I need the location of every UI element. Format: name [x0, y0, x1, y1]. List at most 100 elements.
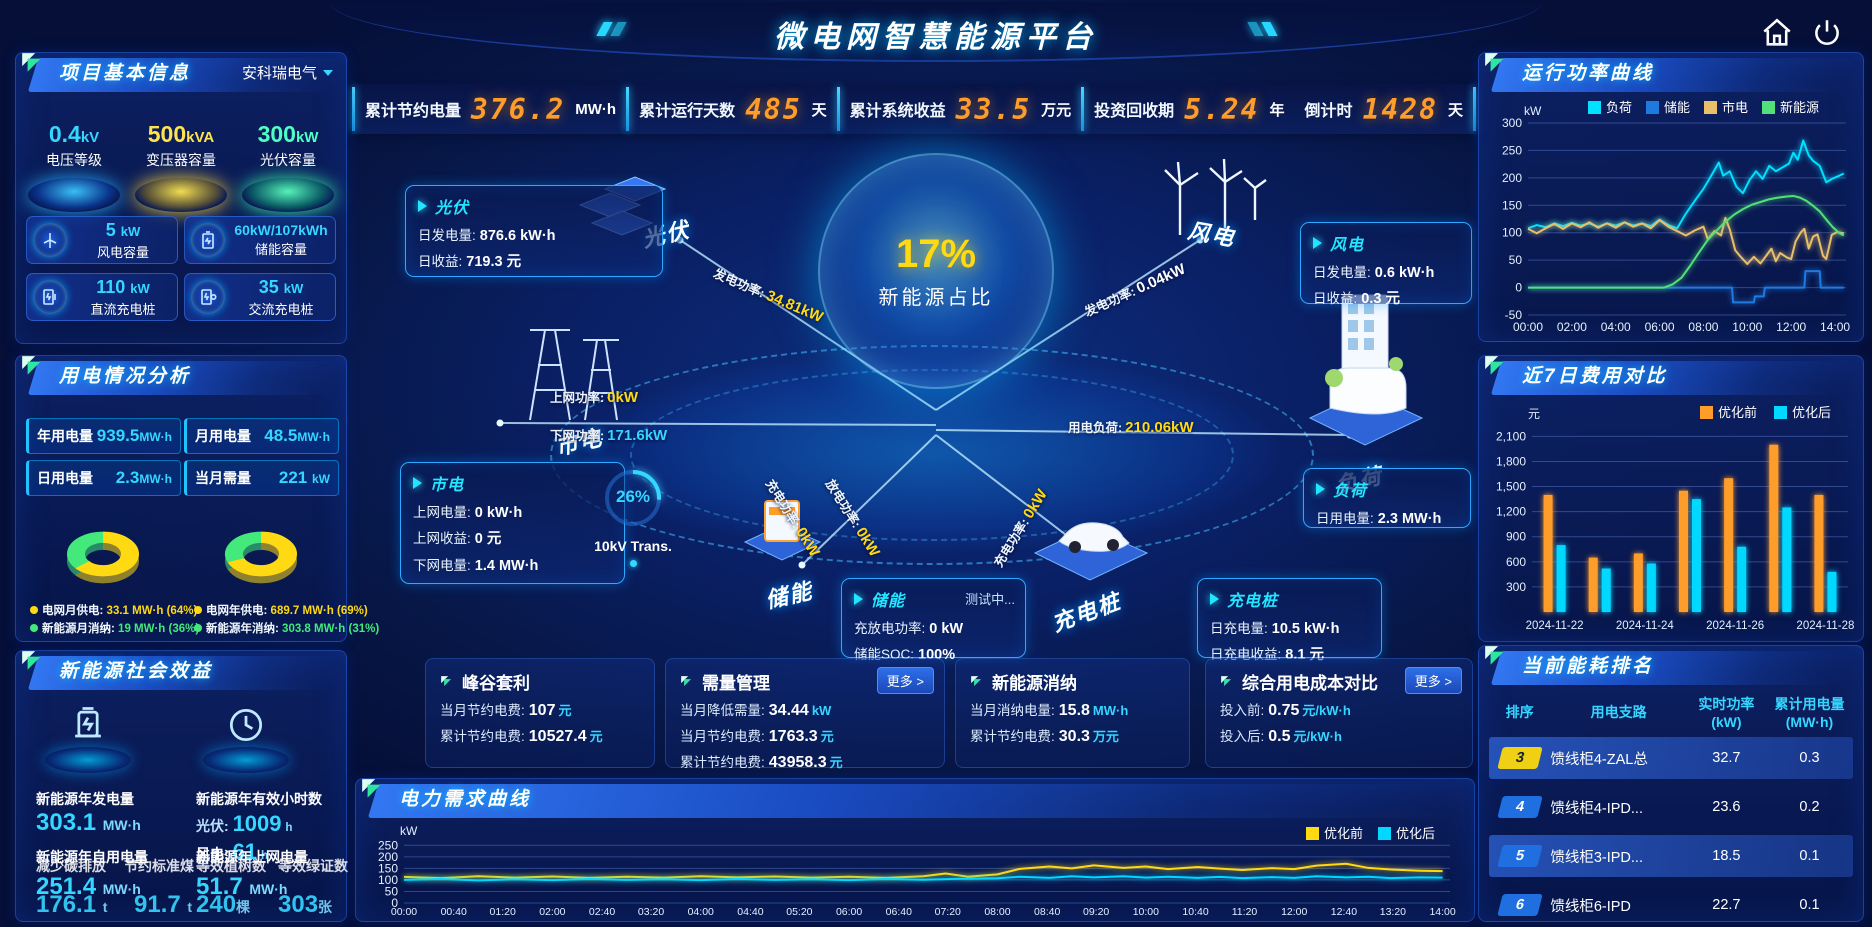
panel-corner-icon: [1485, 356, 1504, 375]
renewable-share-sphere: 17% 新能源占比: [818, 153, 1054, 389]
svg-text:10:40: 10:40: [1182, 906, 1208, 918]
kpi-saved-energy: 累计节约电量 376.2 MW·h: [364, 92, 617, 126]
load-node-icon: [1300, 280, 1430, 465]
svg-text:250: 250: [378, 838, 398, 852]
svg-text:300: 300: [1506, 580, 1526, 594]
svg-text:1,200: 1,200: [1496, 505, 1526, 519]
kpi-running-days: 累计运行天数 485 天: [639, 92, 827, 126]
benefit-generation-pod: [28, 697, 148, 773]
svg-text:0: 0: [391, 896, 398, 910]
battery-icon: [191, 223, 225, 257]
panel-project-info-header: 项目基本信息 安科瑞电气: [22, 53, 342, 92]
wind-node-icon: [1140, 140, 1270, 245]
power-icon[interactable]: [1810, 16, 1844, 50]
svg-text:新能源: 新能源: [1780, 100, 1819, 115]
svg-text:250: 250: [1502, 143, 1522, 157]
card-peak-valley-arbitrage: 峰谷套利 当月节约电费: 107 元 累计节约电费: 10527.4 元: [425, 658, 655, 768]
benefit-pv-hours: 光伏: 1009 h: [196, 811, 293, 836]
storage-node-icon: [735, 487, 830, 577]
svg-text:12:00: 12:00: [1776, 320, 1806, 334]
svg-text:14:00: 14:00: [1820, 320, 1850, 334]
ranking-row[interactable]: 4 馈线柜4-IPD... 23.6 0.2: [1489, 786, 1853, 828]
year-supply-donut: [225, 531, 297, 584]
card-wind-capacity: 5 kW 风电容量: [26, 216, 178, 264]
load-info-box: 负荷 日用电量: 2.3 MW·h: [1303, 468, 1471, 528]
benefit-co2-value: 176.1 t: [36, 891, 108, 918]
renewable-share-label: 新能源占比: [878, 287, 994, 309]
panel-cost-compare-header: 近7日费用对比: [1485, 356, 1857, 395]
benefit-trees-label: 等效植树数: [196, 858, 266, 874]
podium-transformer-capacity: 500kVA 变压器容量: [129, 121, 233, 212]
transformer-load-pct: 26%: [615, 487, 651, 506]
flow-grid-export: 上网功率: 0kW: [550, 389, 639, 406]
svg-text:10:00: 10:00: [1133, 906, 1159, 918]
month-supply-donut: [67, 531, 139, 584]
legend-grid-month: 电网月供电: 33.1 MW·h (64%): [30, 602, 197, 618]
svg-text:08:40: 08:40: [1034, 906, 1060, 918]
card-storage-capacity: 60kW/107kWh 储能容量: [184, 216, 336, 264]
svg-text:04:40: 04:40: [737, 906, 763, 918]
grid-info-box: 市电 上网电量: 0 kW·h 上网收益: 0 元 下网电量: 1.4 MW·h: [400, 462, 625, 584]
svg-text:储能: 储能: [1664, 100, 1690, 115]
ranking-row[interactable]: 6 馈线柜6-IPD 22.7 0.1: [1489, 884, 1853, 921]
svg-text:优化后: 优化后: [1792, 405, 1831, 420]
svg-text:14:00: 14:00: [1429, 906, 1455, 918]
podium-pv-capacity: 300kW 光伏容量: [236, 121, 340, 212]
card-demand-management: 需量管理 更多 > 当月降低需量: 34.44 kW 当月节约电费: 1763.3 元 …: [665, 658, 945, 771]
svg-text:05:20: 05:20: [786, 906, 812, 918]
svg-text:02:00: 02:00: [539, 906, 565, 918]
svg-text:-50: -50: [1505, 308, 1523, 322]
arrow-icon: [418, 200, 427, 212]
ranking-row[interactable]: 3 馈线柜4-ZAL总 32.7 0.3: [1489, 737, 1853, 779]
svg-text:04:00: 04:00: [688, 906, 714, 918]
benefit-togrid-label: 新能源年上网电量: [196, 849, 308, 865]
demand-more-button[interactable]: 更多 >: [876, 667, 934, 694]
benefit-selfuse-value: 251.4 MW·h: [36, 873, 141, 900]
carousel-dot[interactable]: [629, 560, 637, 567]
svg-text:06:00: 06:00: [1645, 320, 1675, 334]
company-selector-value: 安科瑞电气: [241, 65, 317, 82]
dc-charger-icon: [33, 280, 67, 314]
svg-text:100: 100: [1502, 226, 1522, 240]
card-cost-comparison: 综合用电成本对比 更多 > 投入前: 0.75 元/kW·h 投入后: 0.5 元/kW…: [1205, 658, 1473, 768]
kpi-countdown: 倒计时 1428 天: [1304, 92, 1464, 126]
flag-icon: [681, 675, 692, 686]
home-icon[interactable]: [1760, 16, 1794, 50]
panel-corner-icon: [362, 779, 381, 798]
flow-lines: [496, 236, 1354, 569]
arrow-icon: [1316, 483, 1325, 495]
svg-text:元: 元: [1528, 407, 1540, 421]
svg-text:kW: kW: [400, 824, 418, 838]
kpi-payback-period: 投资回收期 5.24 年: [1094, 92, 1285, 126]
legend-grid-year: 电网年供电: 689.7 MW·h (69%): [194, 602, 368, 618]
wind-turbine-icon: [33, 223, 67, 257]
legend-renewable-year: 新能源年消纳: 303.8 MW·h (31%): [194, 620, 379, 636]
transformer-gauge-label: 10kV Trans.: [594, 538, 672, 554]
ranking-row[interactable]: 5 馈线柜3-IPD... 18.5 0.1: [1489, 835, 1853, 877]
test-mode-badge: 测试中...: [965, 592, 1015, 607]
panel-energy-ranking: 当前能耗排名 排序 用电支路 实时功率 (kW) 累计用电量 (MW·h) 3 馈线…: [1478, 645, 1864, 922]
benefit-generation-label: 新能源年发电量: [36, 791, 134, 807]
svg-text:600: 600: [1506, 555, 1526, 569]
panel-project-info: 项目基本信息 安科瑞电气 0.4kV 电压等级 500kVA 变压器容量 300…: [15, 52, 347, 344]
svg-text:50: 50: [1509, 253, 1523, 267]
kpi-bar: 累计节约电量 376.2 MW·h 累计运行天数 485 天 累计系统收益 33.5 万元 …: [352, 84, 1476, 134]
company-selector[interactable]: 安科瑞电气: [242, 62, 333, 83]
cost-more-button[interactable]: 更多 >: [1404, 667, 1462, 694]
svg-text:优化前: 优化前: [1718, 405, 1757, 420]
transformer-gauge: 26% 10kV Trans.: [588, 465, 678, 567]
svg-text:04:00: 04:00: [1601, 320, 1631, 334]
card-ac-charger: 35 kW 交流充电桩: [184, 273, 336, 321]
arrow-icon: [413, 477, 422, 489]
benefit-coal-value: 91.7 t: [134, 891, 193, 918]
svg-text:900: 900: [1506, 530, 1526, 544]
benefit-co2-label: 减少碳排放: [36, 858, 106, 874]
flow-load-power: 用电负荷: 210.06kW: [1068, 419, 1194, 436]
panel-corner-icon: [1485, 53, 1504, 72]
svg-text:07:20: 07:20: [935, 906, 961, 918]
svg-text:01:20: 01:20: [490, 906, 516, 918]
panel-power-analysis: 用电情况分析 年用电量 939.5MW·h 月用电量 48.5MW·h 日用电量…: [15, 355, 379, 642]
svg-text:2,100: 2,100: [1496, 429, 1526, 443]
